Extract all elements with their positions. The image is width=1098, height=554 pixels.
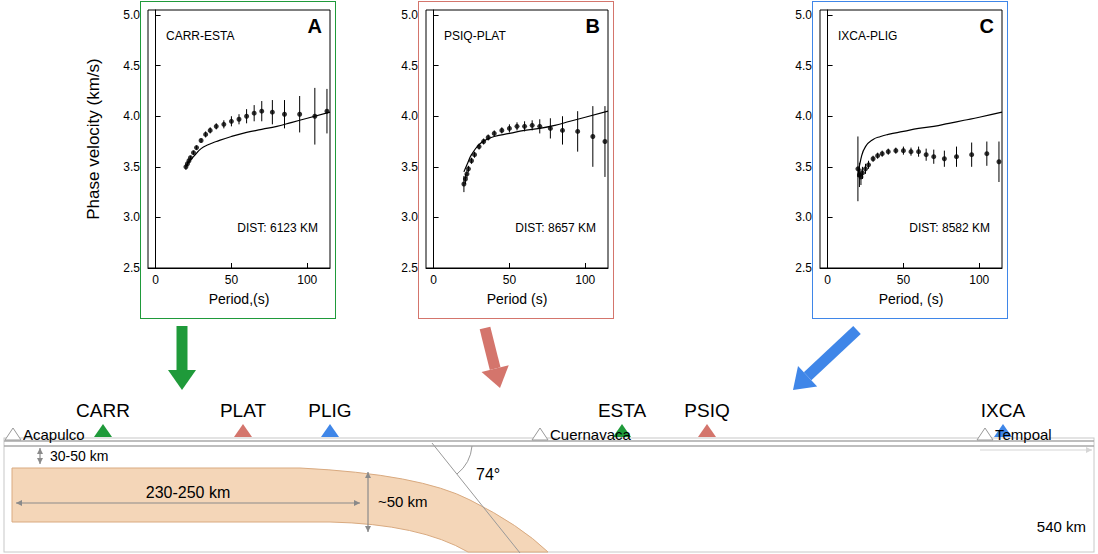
svg-text:5.0: 5.0 <box>123 8 140 22</box>
svg-text:3.5: 3.5 <box>123 160 140 174</box>
svg-text:DIST: 8657 KM: DIST: 8657 KM <box>515 221 596 235</box>
svg-text:0: 0 <box>824 273 831 287</box>
svg-text:ESTA: ESTA <box>598 400 647 421</box>
svg-text:Phase velocity (km/s): Phase velocity (km/s) <box>84 58 103 220</box>
svg-text:5.0: 5.0 <box>401 8 418 22</box>
svg-text:74°: 74° <box>476 466 500 483</box>
svg-text:Period,(s): Period,(s) <box>209 291 270 307</box>
svg-text:100: 100 <box>575 273 595 287</box>
svg-text:2.5: 2.5 <box>795 261 812 275</box>
svg-text:2.5: 2.5 <box>123 261 140 275</box>
svg-text:Period (s): Period (s) <box>487 291 548 307</box>
svg-text:IXCA-PLIG: IXCA-PLIG <box>838 29 897 43</box>
svg-text:3.5: 3.5 <box>401 160 418 174</box>
svg-text:PLAT: PLAT <box>220 400 267 421</box>
svg-text:100: 100 <box>297 273 317 287</box>
svg-text:4.5: 4.5 <box>401 59 418 73</box>
svg-text:Tempoal: Tempoal <box>995 426 1052 443</box>
svg-text:50: 50 <box>225 273 239 287</box>
svg-text:DIST: 8582 KM: DIST: 8582 KM <box>909 221 990 235</box>
svg-text:30-50 km: 30-50 km <box>50 448 108 464</box>
svg-text:4.0: 4.0 <box>123 109 140 123</box>
svg-text:PLIG: PLIG <box>308 400 351 421</box>
svg-text:C: C <box>980 15 994 37</box>
svg-text:540 km: 540 km <box>1037 518 1086 535</box>
svg-text:4.5: 4.5 <box>795 59 812 73</box>
svg-text:CARR-ESTA: CARR-ESTA <box>166 29 234 43</box>
svg-text:50: 50 <box>503 273 517 287</box>
svg-text:PSIQ-PLAT: PSIQ-PLAT <box>444 29 506 43</box>
svg-text:Acapulco: Acapulco <box>23 426 85 443</box>
svg-text:Cuernavaca: Cuernavaca <box>550 426 632 443</box>
svg-text:4.5: 4.5 <box>123 59 140 73</box>
svg-text:3.5: 3.5 <box>795 160 812 174</box>
svg-text:3.0: 3.0 <box>401 210 418 224</box>
svg-text:230-250 km: 230-250 km <box>146 484 231 501</box>
svg-text:4.0: 4.0 <box>795 109 812 123</box>
svg-text:3.0: 3.0 <box>123 210 140 224</box>
svg-text:0: 0 <box>152 273 159 287</box>
svg-text:5.0: 5.0 <box>795 8 812 22</box>
svg-text:IXCA: IXCA <box>981 400 1026 421</box>
svg-text:4.0: 4.0 <box>401 109 418 123</box>
svg-text:CARR: CARR <box>76 400 130 421</box>
svg-text:50: 50 <box>897 273 911 287</box>
svg-text:0: 0 <box>430 273 437 287</box>
svg-text:Period, (s): Period, (s) <box>879 291 944 307</box>
svg-text:B: B <box>586 15 600 37</box>
svg-text:PSIQ: PSIQ <box>684 400 729 421</box>
svg-text:~50 km: ~50 km <box>378 493 428 510</box>
svg-text:DIST: 6123 KM: DIST: 6123 KM <box>237 221 318 235</box>
svg-text:2.5: 2.5 <box>401 261 418 275</box>
svg-text:100: 100 <box>969 273 989 287</box>
svg-text:3.0: 3.0 <box>795 210 812 224</box>
svg-text:A: A <box>308 15 322 37</box>
